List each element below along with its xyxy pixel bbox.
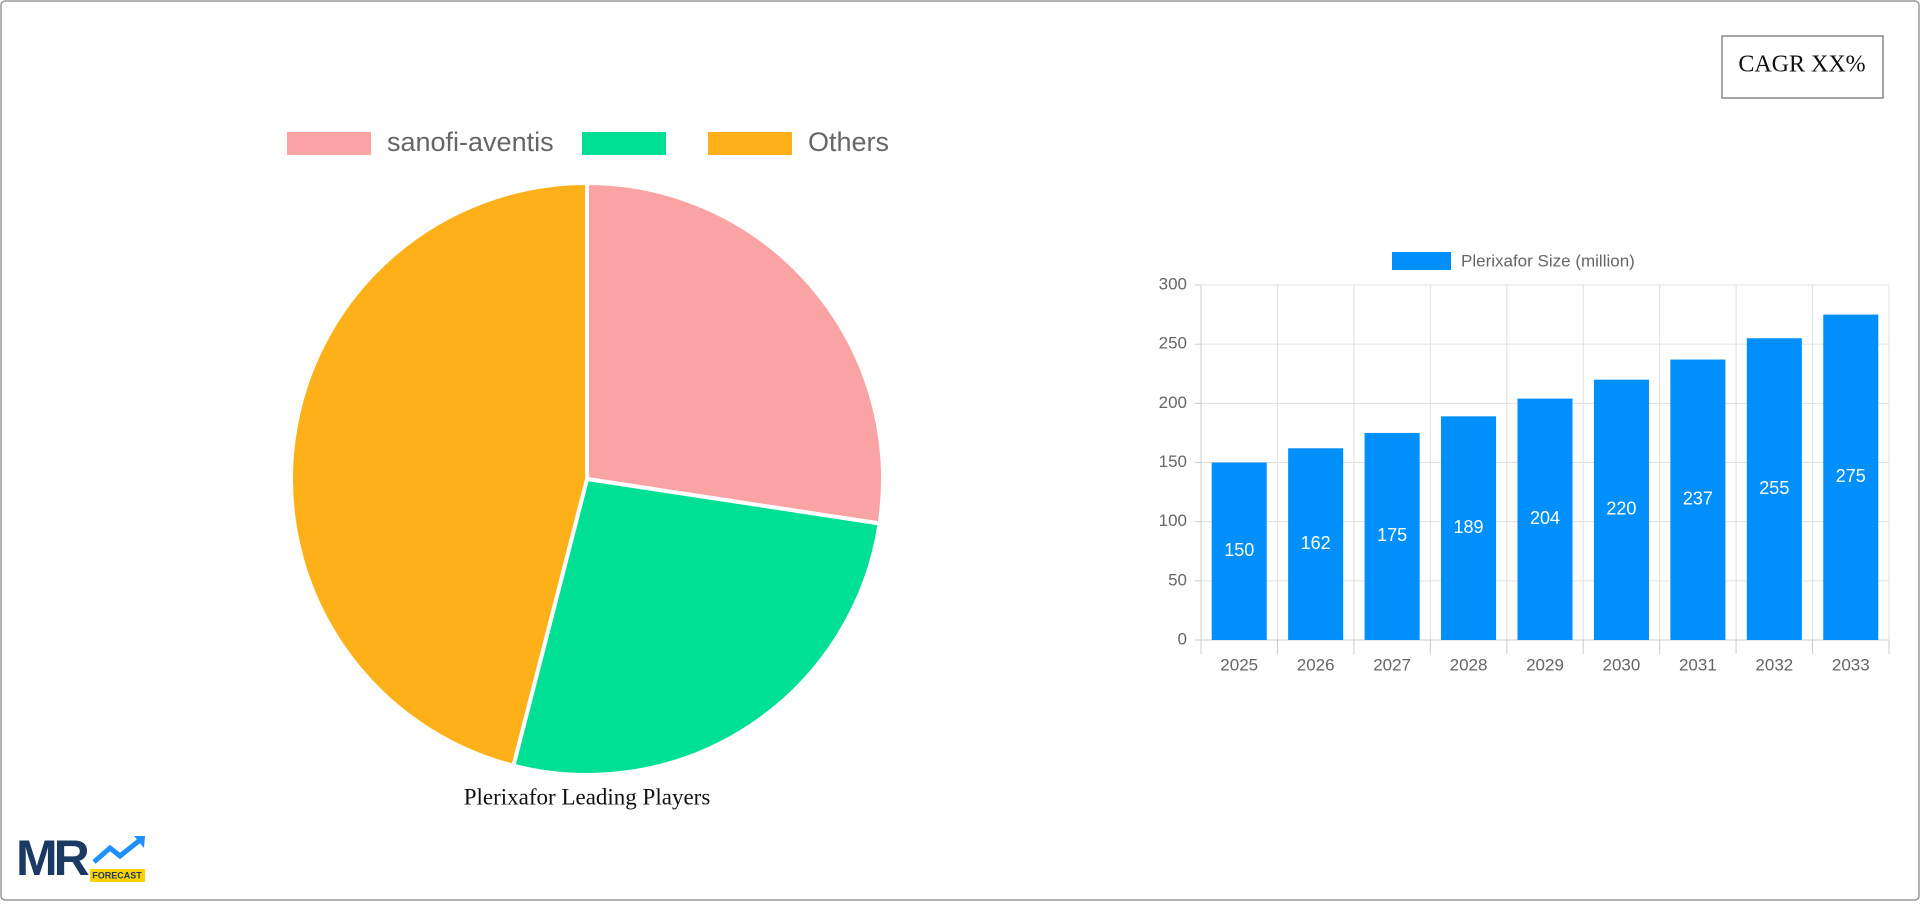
bar-value-label: 255	[1759, 478, 1789, 498]
x-tick-label: 2031	[1679, 655, 1717, 674]
y-tick-label: 200	[1159, 393, 1187, 412]
x-tick-label: 2027	[1373, 655, 1411, 674]
x-tick-label: 2028	[1450, 655, 1488, 674]
logo: MR FORECAST	[16, 830, 145, 886]
bar	[1364, 432, 1420, 640]
bar-value-label: 204	[1530, 508, 1560, 528]
y-tick-label: 250	[1159, 334, 1187, 353]
bar	[1746, 338, 1802, 640]
logo-text: MR	[16, 830, 90, 886]
bar	[1441, 416, 1497, 640]
chart-title: Plerixafor Leading Players	[464, 784, 711, 809]
x-tick-label: 2025	[1220, 655, 1258, 674]
y-tick-label: 100	[1159, 511, 1187, 530]
bar-value-label: 275	[1836, 466, 1866, 486]
legend-swatch	[287, 132, 371, 155]
bar	[1823, 314, 1879, 640]
x-tick-label: 2032	[1755, 655, 1793, 674]
bar	[1211, 462, 1267, 640]
x-tick-label: 2030	[1603, 655, 1641, 674]
legend-label: sanofi-aventis	[387, 127, 554, 157]
logo-tag: FORECAST	[92, 870, 142, 880]
y-tick-label: 0	[1178, 629, 1187, 648]
bar-value-label: 189	[1454, 517, 1484, 537]
bar-value-label: 150	[1224, 540, 1254, 560]
x-tick-label: 2033	[1832, 655, 1870, 674]
legend-label: Plerixafor Size (million)	[1461, 251, 1635, 270]
legend-swatch	[582, 132, 666, 155]
cagr-box	[1721, 35, 1884, 99]
bar-value-label: 162	[1301, 533, 1331, 553]
pie-slice	[289, 180, 589, 769]
bar-value-label: 237	[1683, 489, 1713, 509]
bar	[1517, 398, 1573, 640]
logo-arrow-head	[134, 836, 145, 848]
bar-value-label: 175	[1377, 525, 1407, 545]
legend-swatch	[708, 132, 792, 155]
bar	[1670, 359, 1726, 640]
x-tick-label: 2026	[1297, 655, 1335, 674]
logo-arrow	[92, 838, 142, 864]
y-tick-label: 50	[1168, 570, 1187, 589]
bar	[1593, 379, 1649, 640]
bar-value-label: 220	[1606, 499, 1636, 519]
bar	[1288, 448, 1344, 640]
y-tick-label: 300	[1159, 274, 1187, 293]
pie-slice	[585, 180, 885, 526]
legend-label: Others	[808, 127, 889, 157]
y-tick-label: 150	[1159, 452, 1187, 471]
logo-tag-box	[90, 869, 145, 882]
cagr-text: CAGR XX%	[1738, 52, 1865, 78]
legend-swatch	[1392, 252, 1451, 270]
pie-slice	[510, 476, 882, 777]
x-tick-label: 2029	[1526, 655, 1564, 674]
